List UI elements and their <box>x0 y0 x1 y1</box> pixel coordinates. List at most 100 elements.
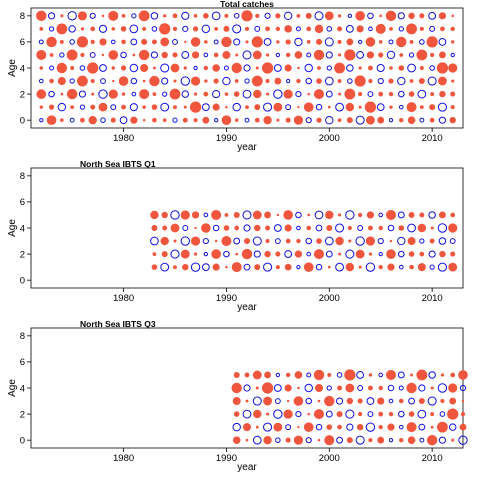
bubble-positive <box>297 386 300 390</box>
bubble-negative <box>335 223 345 233</box>
bubble-positive <box>112 79 115 83</box>
bubble-positive <box>265 225 271 231</box>
bubble-positive <box>406 382 417 394</box>
bubble-negative <box>172 117 178 123</box>
bubble-positive <box>388 91 394 97</box>
bubble-negative <box>69 39 75 45</box>
y-tick-label: 8 <box>20 171 25 182</box>
bubble-positive <box>460 411 466 417</box>
y-axis-label: Age <box>7 379 18 397</box>
bubble-negative <box>213 118 219 123</box>
bubble-positive <box>338 213 342 217</box>
bubble-negative <box>428 211 436 219</box>
bubble-negative <box>355 236 365 246</box>
bubble-positive <box>211 249 221 259</box>
bubble-positive <box>314 383 323 392</box>
bubble-positive <box>263 435 272 445</box>
y-tick-label: 4 <box>20 383 25 394</box>
bubble-negative <box>150 12 159 20</box>
bubble-positive <box>36 89 47 99</box>
bubble-negative <box>295 211 302 219</box>
bubble-positive <box>378 385 383 391</box>
bubble-positive <box>358 105 362 109</box>
bubble-positive <box>426 36 438 48</box>
bubble-positive <box>233 371 240 378</box>
bubble-negative <box>357 385 364 391</box>
bubble-negative <box>398 385 404 391</box>
bubble-positive <box>255 66 259 70</box>
bubble-negative <box>418 423 426 431</box>
bubble-negative <box>345 249 355 259</box>
bubble-positive <box>140 64 149 73</box>
bubble-positive <box>346 437 353 444</box>
bubble-positive <box>172 26 178 31</box>
bubble-positive <box>437 421 448 433</box>
bubble-negative <box>99 64 107 72</box>
bubble-negative <box>253 250 261 258</box>
bubble-negative <box>355 115 365 125</box>
bubble-positive <box>284 64 292 72</box>
bubble-negative <box>201 24 211 34</box>
bubble-positive <box>378 52 384 58</box>
y-axis-label: Age <box>7 219 18 237</box>
bubble-negative <box>131 91 137 97</box>
bubble-positive <box>261 62 274 74</box>
bubble-negative <box>275 372 281 378</box>
bubble-positive <box>337 39 342 44</box>
bubble-negative <box>252 435 262 445</box>
bubble-positive <box>450 372 456 378</box>
bubble-negative <box>232 102 241 112</box>
bubble-negative <box>284 250 293 258</box>
y-tick-label: 6 <box>20 357 25 368</box>
bubble-positive <box>419 105 424 109</box>
bubble-positive <box>284 25 292 33</box>
bubble-positive <box>418 78 425 85</box>
bubble-negative <box>419 238 425 244</box>
bubble-negative <box>242 210 252 220</box>
bubble-negative <box>69 78 75 84</box>
bubble-positive <box>234 79 239 83</box>
bubble-positive <box>241 248 253 260</box>
bubble-positive <box>255 425 259 429</box>
bubble-negative <box>212 90 221 99</box>
bubble-positive <box>160 236 169 246</box>
x-tick-label: 2000 <box>319 453 340 464</box>
bubble-positive <box>358 412 363 417</box>
bubble-positive <box>358 212 363 218</box>
bubble-negative <box>428 250 436 258</box>
bubble-positive <box>313 49 325 61</box>
bubble-negative <box>160 63 170 73</box>
bubble-positive <box>297 425 300 429</box>
bubble-positive <box>170 223 180 233</box>
bubble-positive <box>451 79 455 83</box>
bubble-negative <box>193 65 198 71</box>
y-tick-label: 0 <box>20 435 25 446</box>
bubble-positive <box>225 105 228 109</box>
bubble-positive <box>355 249 365 259</box>
bubble-positive <box>440 26 445 32</box>
bubble-positive <box>296 13 301 18</box>
x-tick-label: 1990 <box>216 133 237 144</box>
bubble-positive <box>142 118 146 122</box>
bubble-positive <box>314 24 324 34</box>
bubble-positive <box>60 14 64 18</box>
bubble-positive <box>316 238 322 244</box>
bubble-negative <box>407 223 416 233</box>
bubble-positive <box>366 115 375 125</box>
bubble-negative <box>304 63 313 73</box>
bubble-positive <box>251 36 263 48</box>
bubble-positive <box>46 36 57 48</box>
bubble-positive <box>231 62 242 74</box>
bubble-positive <box>273 102 283 112</box>
bubble-positive <box>213 78 219 84</box>
bubble-positive <box>49 53 54 57</box>
bubble-negative <box>397 12 405 20</box>
bubble-positive <box>99 38 107 46</box>
bubble-positive <box>324 11 334 21</box>
bubble-negative <box>355 435 365 445</box>
bubble-positive <box>235 53 239 57</box>
bubble-negative <box>408 397 415 405</box>
bubble-negative <box>324 37 334 47</box>
bubble-negative <box>325 115 334 125</box>
bubble-positive <box>251 75 263 87</box>
